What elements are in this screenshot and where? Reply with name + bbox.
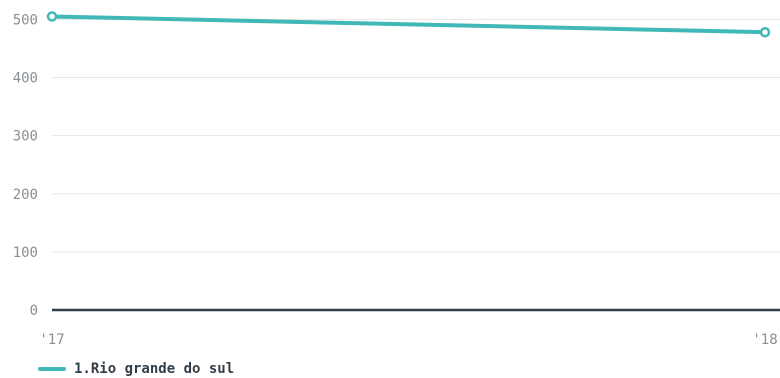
data-point-0-0 <box>46 11 58 22</box>
x-tick-label-0: '17 <box>39 332 64 348</box>
x-axis-ticks: '17 '18 <box>39 332 777 348</box>
y-tick-label-300: 300 <box>13 129 38 145</box>
y-tick-label-400: 400 <box>13 71 38 87</box>
y-tick-label-100: 100 <box>13 245 38 261</box>
gridlines <box>52 18 780 253</box>
y-axis-ticks: 0 100 200 300 400 500 <box>13 12 38 319</box>
y-tick-label-200: 200 <box>13 187 38 203</box>
legend-label: 1.Rio grande do sul <box>74 361 235 377</box>
y-tick-label-0: 0 <box>30 303 38 319</box>
series-line-0 <box>50 14 767 35</box>
series-layer <box>46 11 771 38</box>
legend: 1.Rio grande do sul <box>38 361 234 377</box>
data-point-0-1 <box>759 26 771 38</box>
x-tick-label-1: '18 <box>752 332 777 348</box>
y-tick-label-500: 500 <box>13 12 38 28</box>
legend-swatch <box>38 367 66 371</box>
